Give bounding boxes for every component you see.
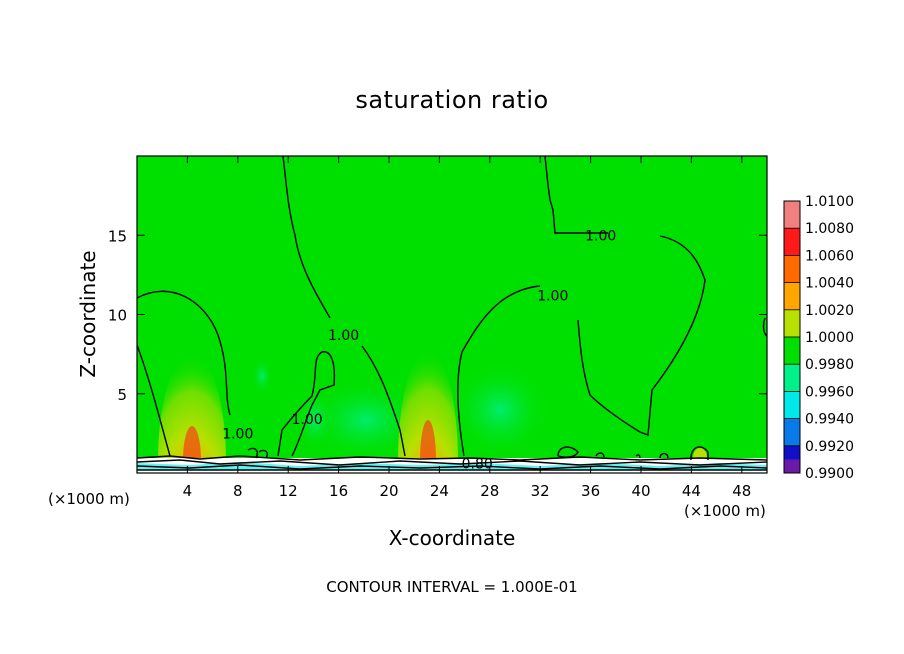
- contour-label: 1.00: [537, 288, 568, 304]
- colorbar-segment: [784, 364, 800, 392]
- contour-label: 1.00: [222, 426, 253, 442]
- x-tick-label: 48: [732, 482, 751, 500]
- x-tick-label: 8: [233, 482, 243, 500]
- colorbar-label: 0.9960: [805, 384, 854, 400]
- chart-title: saturation ratio: [355, 86, 549, 114]
- x-tick-label: 16: [329, 482, 348, 500]
- colorbar-label: 1.0020: [805, 303, 854, 319]
- colorbar-segment: [784, 201, 800, 229]
- x-tick-label: 36: [581, 482, 600, 500]
- cool-patch: [450, 362, 550, 458]
- colorbar-label: 0.9900: [805, 466, 854, 482]
- colorbar-segment: [784, 309, 800, 337]
- x-tick-label: 28: [480, 482, 499, 500]
- x-tick-label: 20: [379, 482, 398, 500]
- colorbar-label: 0.9980: [805, 357, 854, 373]
- y-tick-label: 10: [108, 307, 127, 325]
- cool-patch: [304, 378, 428, 462]
- heatmap-field: 1.00 1.00 1.00 1.00 1.00 0.80: [137, 156, 767, 473]
- x-tick-label: 40: [631, 482, 650, 500]
- x-axis: 4 8 12 16 20 24 28 32 36 40 44 48: [183, 156, 751, 500]
- x-tick-label: 44: [682, 482, 701, 500]
- contour-labels: 1.00 1.00 1.00 1.00 1.00 0.80: [222, 228, 616, 472]
- colorbar: 1.0100 1.0080 1.0060 1.0040 1.0020 1.0000 0.99…: [783, 194, 854, 482]
- colorbar-segment: [784, 391, 800, 419]
- cool-patch: [252, 358, 272, 394]
- colorbar-label: 0.9940: [805, 412, 854, 428]
- x-axis-unit-right: (×1000 m): [684, 502, 766, 520]
- x-tick-label: 12: [279, 482, 298, 500]
- colorbar-label: 1.0040: [805, 276, 854, 292]
- colorbar-segment: [784, 337, 800, 365]
- colorbar-label: 1.0060: [805, 248, 854, 264]
- cool-patch: [297, 390, 333, 450]
- contour-label: 1.00: [292, 412, 323, 428]
- x-axis-label: X-coordinate: [388, 526, 516, 550]
- contour-label: 1.00: [585, 228, 616, 244]
- warm-plume-2: [398, 350, 458, 473]
- colorbar-label: 1.0000: [805, 330, 854, 346]
- contour-label: 1.00: [328, 328, 359, 344]
- colorbar-label: 1.0080: [805, 221, 854, 237]
- colorbar-segment: [784, 282, 800, 310]
- x-tick-label: 4: [183, 482, 193, 500]
- warm-plume-1: [158, 354, 226, 473]
- contour-label: 0.80: [462, 456, 493, 472]
- x-tick-label: 32: [531, 482, 550, 500]
- colorbar-segment: [784, 459, 800, 473]
- y-tick-label: 15: [108, 227, 127, 245]
- colorbar-label: 1.0100: [805, 194, 854, 210]
- x-axis-unit-left: (×1000 m): [48, 490, 130, 508]
- y-axis: 5 10 15: [108, 227, 767, 404]
- colorbar-segment: [784, 228, 800, 256]
- colorbar-label: 0.9920: [805, 439, 854, 455]
- colorbar-segment: [784, 418, 800, 446]
- colorbar-segment: [784, 255, 800, 283]
- y-axis-label: Z-coordinate: [76, 250, 100, 378]
- contour-lines: [137, 156, 767, 471]
- y-tick-label: 5: [117, 386, 127, 404]
- contour-interval-note: CONTOUR INTERVAL = 1.000E-01: [326, 578, 578, 596]
- x-tick-label: 24: [430, 482, 449, 500]
